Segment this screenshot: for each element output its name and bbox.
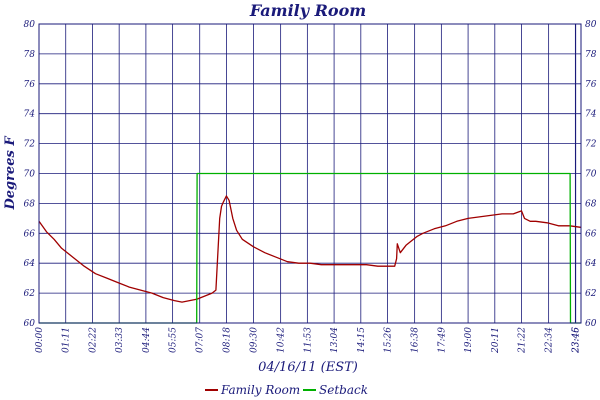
y-tick-label-left: 72	[24, 140, 36, 150]
x-tick-label: 09:30	[250, 327, 260, 353]
x-tick-label: 15:26	[384, 327, 394, 353]
x-tick-label: 19:00	[464, 327, 474, 353]
x-tick-label: 16:38	[411, 327, 421, 353]
x-tick-label: 11:53	[303, 327, 313, 353]
y-ticks-left: 60 62 64 66 68 70 72 74 76 78 80	[24, 20, 36, 329]
setback-line	[39, 172, 581, 324]
y-tick-label-right: 74	[585, 110, 597, 120]
y-tick-label-right: 62	[585, 289, 597, 299]
y-tick-label-left: 74	[24, 110, 36, 120]
x-tick-label: 05:55	[169, 327, 179, 353]
chart-title: Family Room	[249, 1, 366, 20]
y-tick-label-left: 66	[24, 229, 36, 239]
y-tick-label-right: 60	[585, 319, 597, 329]
y-tick-label-right: 80	[585, 20, 597, 30]
x-tick-label: 23:45	[571, 327, 581, 354]
plot-series	[38, 172, 581, 324]
y-tick-label-left: 60	[24, 319, 36, 329]
x-tick-label: 08:18	[222, 327, 232, 353]
y-tick-label-left: 78	[24, 50, 36, 60]
x-tick-label: 22:34	[545, 327, 555, 354]
x-tick-label: 23:46	[572, 327, 582, 354]
x-axis-label: 04/16/11 (EST)	[258, 360, 358, 375]
x-tick-label: 07:07	[196, 327, 206, 353]
legend-label-setback: Setback	[319, 383, 368, 397]
x-tick-label: 13:04	[330, 327, 340, 353]
plot-frame	[38, 23, 582, 324]
y-tick-label-left: 62	[24, 289, 36, 299]
x-tick-label: 00:00	[35, 327, 45, 353]
x-tick-label: 01:11	[62, 327, 72, 353]
y-tick-label-left: 68	[24, 199, 36, 209]
y-ticks-right: 60 62 64 66 68 70 72 74 76 78 80	[585, 20, 597, 329]
y-tick-label-left: 76	[24, 80, 36, 90]
family-room-line	[38, 195, 581, 303]
y-tick-label-right: 66	[585, 229, 597, 239]
x-tick-label: 14:15	[357, 327, 367, 353]
legend: Family Room Setback	[205, 383, 368, 397]
x-tick-label: 21:22	[518, 327, 528, 354]
x-ticks: 00:00 01:11 02:22 03:33 04:44 05:55 07:07 08:18…	[35, 327, 582, 354]
legend-label-family-room: Family Room	[220, 383, 300, 397]
y-axis-label: Degrees F	[3, 136, 18, 211]
x-tick-label: 04:44	[142, 327, 152, 353]
x-tick-label: 10:42	[277, 327, 287, 353]
x-tick-label: 17:49	[437, 327, 447, 353]
y-tick-label-right: 68	[585, 199, 597, 209]
y-tick-label-left: 64	[24, 259, 36, 269]
y-tick-label-right: 64	[585, 259, 597, 269]
x-tick-label: 20:11	[491, 327, 501, 354]
x-tick-label: 02:22	[88, 327, 98, 353]
y-tick-label-right: 78	[585, 50, 597, 60]
x-tick-label: 03:33	[115, 327, 125, 353]
y-tick-label-right: 72	[585, 140, 597, 150]
y-tick-label-right: 76	[585, 80, 597, 90]
y-tick-label-left: 70	[24, 170, 36, 180]
y-tick-label-right: 70	[585, 170, 597, 180]
y-tick-label-left: 80	[24, 20, 36, 30]
